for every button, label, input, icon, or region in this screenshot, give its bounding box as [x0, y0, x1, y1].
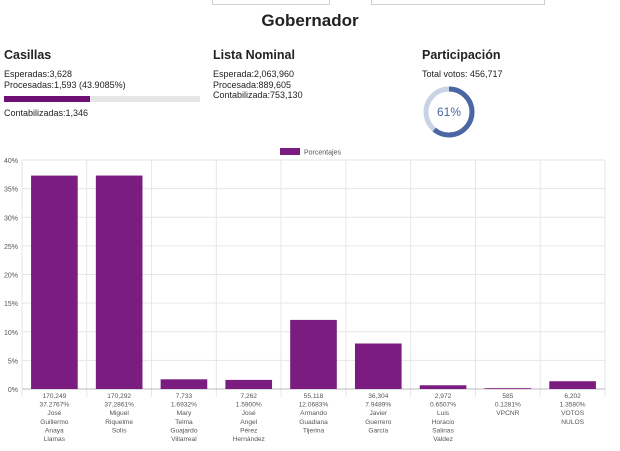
y-tick-label: 10% [4, 330, 18, 337]
participation-donut [423, 86, 475, 138]
x-category-label: 37.2861% [104, 402, 134, 409]
chart-legend: Porcentajes [280, 148, 341, 157]
x-category-label: Hernández [233, 436, 265, 443]
x-category-label: 1.5900% [236, 402, 262, 409]
casillas-esperadas: Esperadas:3,628 [4, 69, 73, 79]
x-category-label: Villarreal [171, 436, 197, 443]
x-category-label: Luis [437, 410, 450, 417]
x-category-label: VPCNR [496, 410, 519, 417]
bar-9[interactable] [549, 381, 596, 389]
legend-swatch [280, 148, 300, 155]
x-category-label: Valdez [433, 436, 453, 443]
x-category-label: 1.3580% [560, 402, 586, 409]
participacion-title: Participación [422, 48, 501, 62]
legend-label: Porcentajes [304, 150, 341, 157]
y-tick-label: 15% [4, 301, 18, 308]
casillas-contabilizadas: Contabilizadas:1,346 [4, 108, 89, 118]
x-category-label: 585 [502, 393, 513, 400]
x-category-label: Angel [240, 419, 257, 426]
x-category-label: Guajardo [170, 427, 197, 434]
results-bar-chart: Porcentajes 0% 5% 10% 15% 20% 25% 30% 35% 40% 170,… [4, 148, 606, 443]
x-category-label: 7,733 [176, 393, 193, 400]
bar-4[interactable] [225, 379, 273, 389]
casillas-procesadas: Procesadas:1,593 (43.9085%) [4, 79, 126, 90]
y-tick-label: 40% [4, 158, 18, 165]
x-category-label: García [368, 427, 388, 434]
x-category-label: Llamas [44, 436, 66, 443]
top-control-left[interactable] [212, 0, 330, 5]
x-category-label: 37.2767% [40, 402, 70, 409]
bar-5[interactable] [290, 319, 337, 389]
x-category-label: 55,118 [304, 393, 324, 400]
bar-8[interactable] [484, 388, 532, 389]
lista-esperada: Esperada:2,063,960 [213, 69, 295, 79]
x-category-label: Mary [177, 410, 192, 417]
x-category-label: 170,292 [107, 393, 131, 400]
x-category-label: Anaya [45, 427, 64, 434]
x-category-label: Guerrero [365, 419, 392, 426]
x-category-label: NULOS [561, 419, 584, 426]
x-category-label: Guillermo [40, 419, 69, 426]
participacion-total: Total votos: 456,717 [422, 69, 503, 79]
top-control-right[interactable] [371, 0, 545, 5]
y-tick-label: 25% [4, 244, 18, 251]
casillas-panel: Casillas Esperadas:3,628 Procesadas:1,59… [4, 48, 200, 119]
lista-procesada: Procesada:889,605 [213, 79, 292, 90]
x-category-label: 7,262 [240, 393, 257, 400]
y-tick-label: 20% [4, 273, 18, 280]
x-category-label: 6,202 [564, 393, 581, 400]
y-tick-label: 30% [4, 215, 18, 222]
x-category-label: Riquelme [105, 419, 133, 426]
casillas-progress-bar [4, 96, 200, 102]
bar-1[interactable] [31, 175, 78, 389]
donut-value-arc [423, 86, 475, 138]
x-category-label: Pérez [240, 427, 257, 434]
x-category-label: Guadiana [299, 419, 328, 426]
x-category-label: Solís [112, 427, 127, 434]
x-category-label: Telma [175, 419, 193, 426]
x-category-label: VOTOS [561, 410, 585, 417]
casillas-progress-fill [4, 96, 91, 102]
x-category-label: 0.6507% [430, 402, 456, 409]
x-category-label: Miguel [109, 410, 129, 417]
x-category-label: Armando [300, 410, 327, 417]
bar-2[interactable] [95, 175, 143, 389]
page-title: Gobernador [261, 11, 359, 30]
bar-7[interactable] [419, 385, 467, 389]
lista-title: Lista Nominal [213, 48, 295, 62]
x-category-label: 7.9489% [365, 402, 391, 409]
x-category-label: José [242, 410, 256, 417]
lista-nominal-panel: Lista Nominal Esperada:2,063,960 Procesa… [213, 48, 303, 101]
bar-6[interactable] [354, 343, 402, 389]
participacion-panel: Participación Total votos: 456,717 [422, 48, 503, 80]
x-category-label: 36,304 [368, 393, 389, 400]
casillas-title: Casillas [4, 48, 52, 62]
y-tick-label: 5% [8, 358, 18, 365]
x-category-label: Javier [369, 410, 387, 417]
y-tick-label: 35% [4, 187, 18, 194]
y-tick-label: 0% [8, 387, 18, 394]
x-category-label: Tijerina [303, 427, 325, 434]
x-category-label: José [47, 410, 61, 417]
x-category-label: 1.6932% [171, 402, 197, 409]
x-category-label: 0.1281% [495, 402, 521, 409]
x-category-label: 2,972 [435, 393, 452, 400]
lista-contabilizada: Contabilizada:753,130 [213, 90, 303, 100]
x-category-label: Salinas [432, 427, 454, 434]
participation-percent: 61% [436, 105, 462, 119]
x-category-label: 12.0683% [299, 402, 329, 409]
x-category-label: Horacio [432, 419, 455, 426]
x-category-label: 170,249 [42, 393, 66, 400]
bar-3[interactable] [160, 379, 208, 389]
